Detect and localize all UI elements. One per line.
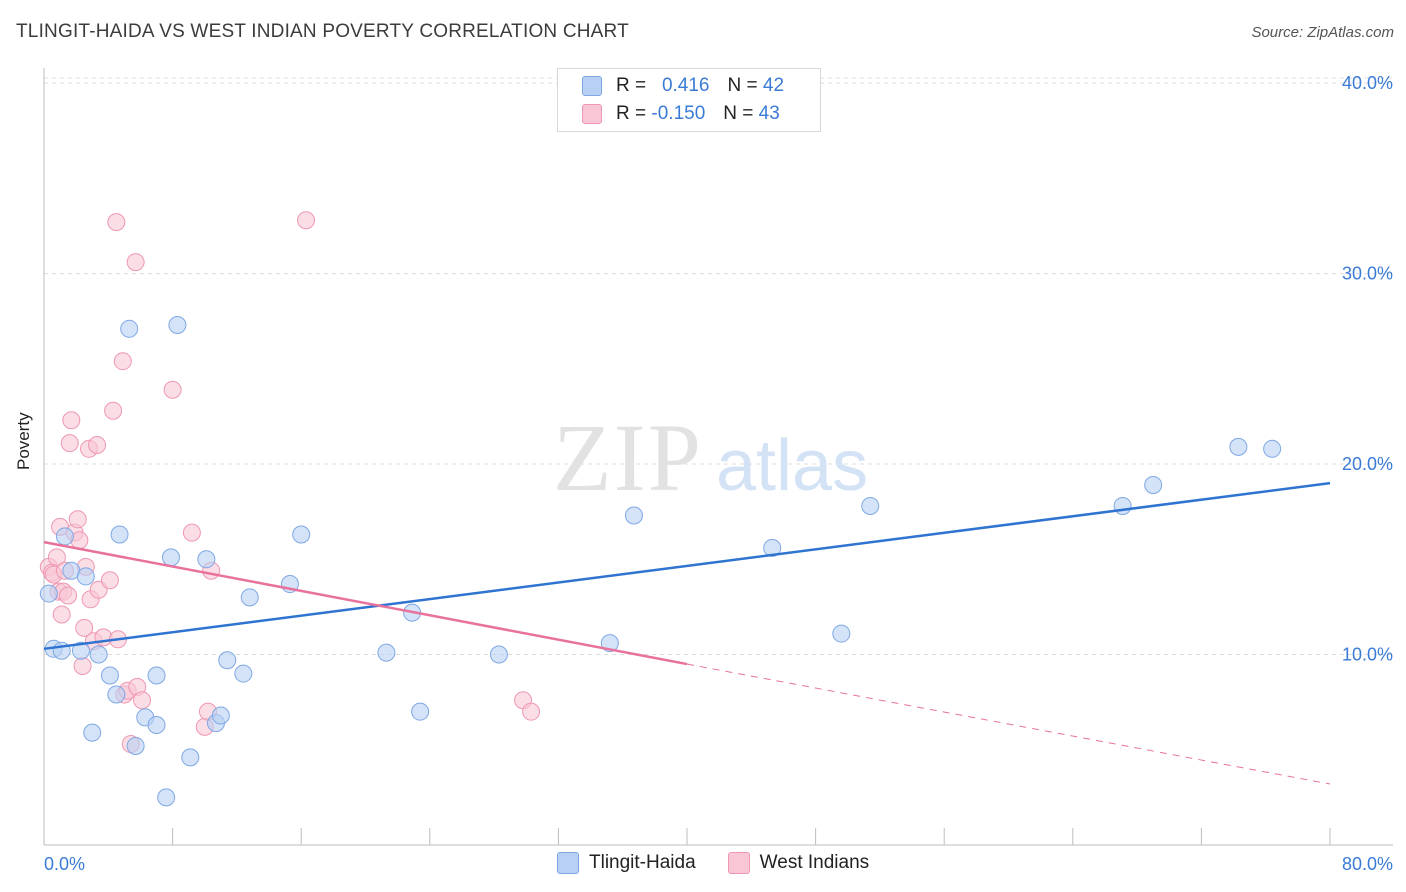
legend-swatch-pink — [727, 852, 750, 874]
tlingit-haida-point — [157, 788, 176, 807]
tlingit-haida-point — [76, 567, 95, 586]
west-indians-point — [52, 605, 71, 624]
tlingit-haida-point — [71, 641, 90, 660]
tlingit-haida-point — [234, 664, 253, 683]
west-indians-point — [100, 571, 119, 590]
tlingit-haida-point — [39, 584, 58, 603]
tlingit-haida-point — [110, 525, 129, 544]
trend-line-extension-west-indians — [686, 663, 1331, 785]
x-tick-label: 80.0% — [1342, 854, 1393, 874]
tlingit-haida-point — [83, 723, 102, 742]
legend-swatch-blue — [557, 852, 579, 874]
tlingit-haida-point — [1229, 437, 1248, 456]
source-note: Source: ZipAtlas.com — [1251, 24, 1394, 41]
y-tick-label: 30.0% — [1342, 264, 1393, 284]
legend-n-label: N = — [727, 75, 758, 96]
tlingit-haida-point — [624, 506, 643, 525]
watermark: ZIP atlas — [553, 404, 868, 511]
tlingit-haida-point — [1113, 496, 1132, 515]
legend-r-label: R = — [616, 75, 647, 96]
legend-n-value: 43 — [758, 103, 780, 124]
west-indians-point — [113, 352, 132, 371]
chart-title: TLINGIT-HAIDA VS WEST INDIAN POVERTY COR… — [16, 21, 629, 42]
y-tick-label: 20.0% — [1342, 454, 1393, 474]
legend-r-label: R = — [616, 103, 647, 124]
y-tick-label: 10.0% — [1342, 645, 1393, 665]
tlingit-haida-point — [411, 702, 430, 721]
west-indians-point — [107, 213, 126, 232]
legend-label-west-indians: West Indians — [759, 852, 870, 873]
correlation-legend: R = 0.416 N = 42 R = -0.150 N = 43 — [557, 68, 821, 132]
x-tick-label: 0.0% — [44, 854, 85, 874]
grid-lines — [44, 77, 1393, 656]
west-indians-point — [163, 380, 182, 399]
tlingit-haida-point — [147, 716, 166, 734]
tlingit-haida-point — [161, 548, 180, 567]
tlingit-haida-point — [292, 525, 311, 544]
west-indians-point — [62, 411, 81, 430]
west-indians-point — [182, 523, 201, 542]
legend-item-west-indians: West Indians — [727, 852, 870, 874]
tlingit-haida-point — [861, 496, 880, 515]
legend-label-tlingit-haida: Tlingit-Haida — [589, 852, 696, 873]
west-indians-point — [297, 211, 316, 230]
legend-item-tlingit-haida: Tlingit-Haida — [557, 852, 696, 874]
tlingit-haida-point — [240, 588, 259, 607]
legend-r-value: 0.416 — [661, 75, 710, 96]
tick-labels: 10.0% 20.0% 30.0% 40.0% 0.0% 80.0% — [44, 73, 1393, 874]
axes — [43, 68, 1393, 846]
west-indians-point — [75, 618, 94, 637]
legend-swatch-pink — [582, 104, 602, 124]
west-indians-points — [39, 211, 541, 754]
west-indians-point — [60, 434, 79, 453]
west-indians-point — [126, 253, 145, 272]
west-indians-point — [59, 586, 78, 605]
tlingit-haida-point — [377, 643, 396, 662]
tlingit-haida-point — [763, 538, 782, 557]
tlingit-haida-point — [181, 748, 200, 767]
tlingit-haida-point — [89, 645, 108, 664]
y-axis-label: Poverty — [14, 412, 33, 470]
legend-n-value: 42 — [762, 75, 785, 96]
tlingit-haida-point — [120, 319, 139, 338]
watermark-atlas: atlas — [716, 426, 868, 506]
tlingit-haida-point — [218, 651, 237, 670]
legend-r-value: -0.150 — [651, 103, 706, 124]
tlingit-haida-point — [489, 645, 508, 664]
west-indians-point — [73, 656, 92, 675]
west-indians-point — [133, 691, 152, 710]
tlingit-haida-point — [126, 736, 145, 755]
tlingit-haida-point — [147, 666, 166, 685]
trend-line-tlingit-haida — [43, 481, 1331, 651]
tlingit-haida-point — [1144, 476, 1163, 494]
west-indians-point — [522, 702, 541, 721]
legend-row-tlingit-haida: R = 0.416 N = 42 — [582, 72, 784, 100]
tlingit-haida-point — [1263, 439, 1282, 458]
watermark-zip: ZIP — [553, 404, 703, 511]
y-tick-label: 40.0% — [1342, 73, 1393, 93]
legend-row-west-indians: R = -0.150 N = 43 — [582, 100, 780, 128]
tlingit-haida-point — [55, 527, 74, 546]
trend-lines — [43, 481, 1331, 785]
tlingit-haida-point — [168, 316, 187, 334]
tlingit-haida-point — [197, 550, 216, 569]
series-legend: Tlingit-Haida West Indians — [557, 852, 901, 874]
legend-swatch-blue — [582, 76, 602, 96]
legend-n-label: N = — [723, 103, 754, 124]
tlingit-haida-point — [100, 666, 119, 685]
tlingit-haida-point — [107, 685, 126, 704]
trend-line-west-indians — [43, 540, 688, 666]
west-indians-point — [104, 401, 123, 420]
west-indians-point — [47, 548, 66, 567]
west-indians-point — [68, 510, 87, 529]
tlingit-haida-point — [211, 706, 230, 725]
tlingit-haida-point — [832, 624, 851, 643]
tlingit-haida-points — [39, 316, 1282, 807]
west-indians-point — [88, 436, 107, 454]
